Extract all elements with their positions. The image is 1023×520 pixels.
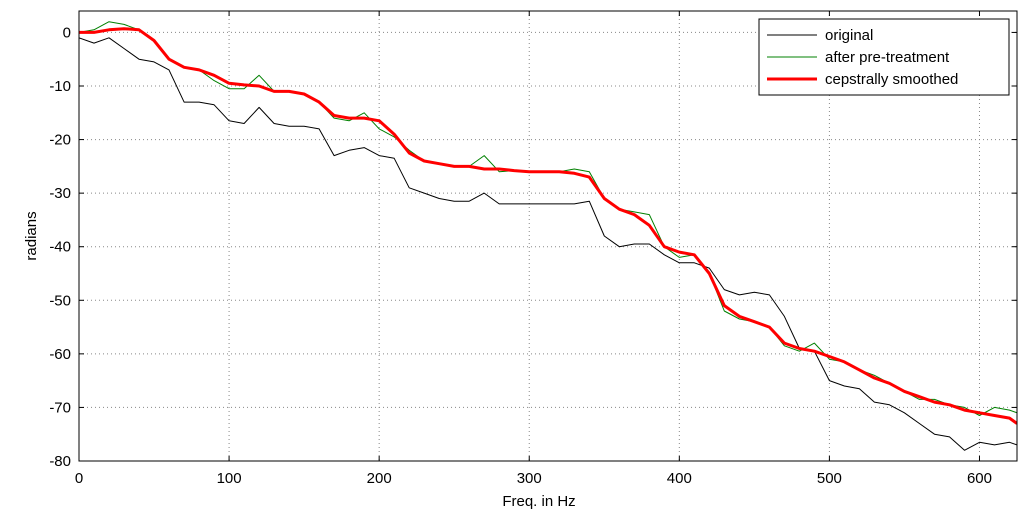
y-tick-label: -10 [49, 78, 71, 95]
y-tick-label: -40 [49, 239, 71, 256]
x-tick-label: 500 [817, 470, 842, 487]
y-tick-label: -30 [49, 185, 71, 202]
x-axis-label: Freq. in Hz [502, 493, 575, 510]
y-tick-label: -50 [49, 292, 71, 309]
legend-label: cepstrally smoothed [825, 71, 958, 88]
y-tick-label: -60 [49, 346, 71, 363]
x-tick-label: 400 [667, 470, 692, 487]
y-tick-label: 0 [63, 24, 71, 41]
x-tick-label: 300 [517, 470, 542, 487]
y-tick-label: -80 [49, 453, 71, 470]
x-tick-label: 600 [967, 470, 992, 487]
legend-label: after pre-treatment [825, 49, 950, 66]
y-tick-label: -20 [49, 132, 71, 149]
y-axis-label: radians [23, 211, 40, 260]
legend-label: original [825, 27, 873, 44]
x-tick-label: 100 [217, 470, 242, 487]
plot-frame [78, 10, 1018, 462]
data-line [79, 37, 1017, 451]
y-tick-label: -70 [49, 399, 71, 416]
data-line [79, 27, 1017, 425]
x-tick-label: 200 [367, 470, 392, 487]
x-tick-label: 0 [75, 470, 83, 487]
